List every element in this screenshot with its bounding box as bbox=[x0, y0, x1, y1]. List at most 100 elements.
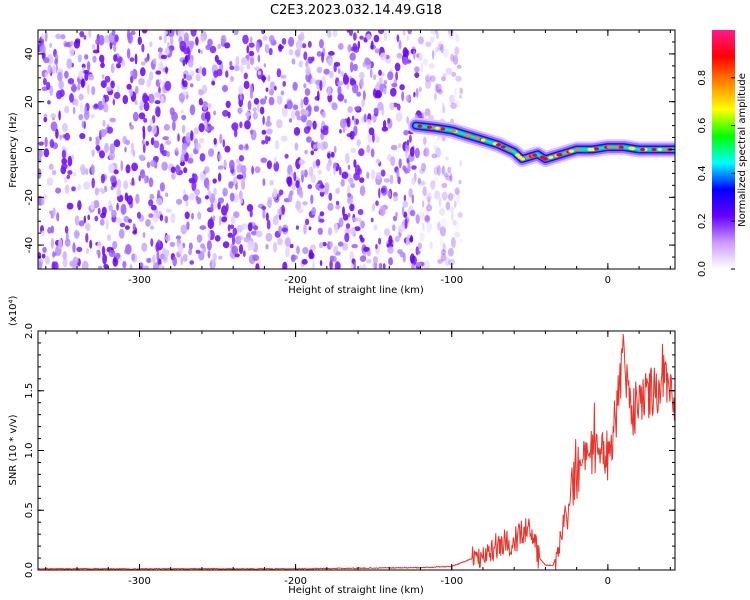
noise-speckle bbox=[110, 63, 115, 74]
noise-speckle bbox=[323, 68, 330, 75]
noise-speckle bbox=[159, 214, 164, 222]
noise-speckle bbox=[296, 245, 300, 255]
noise-speckle bbox=[367, 133, 372, 144]
noise-speckle bbox=[91, 86, 96, 96]
noise-speckle bbox=[426, 221, 433, 233]
noise-speckle bbox=[397, 103, 401, 111]
noise-speckle bbox=[433, 93, 437, 101]
noise-speckle bbox=[352, 83, 359, 94]
noise-speckle bbox=[425, 75, 430, 82]
signal-hotspot bbox=[630, 146, 636, 151]
noise-speckle bbox=[254, 66, 260, 71]
noise-speckle bbox=[64, 184, 70, 194]
noise-speckle bbox=[83, 121, 86, 130]
noise-speckle bbox=[42, 77, 47, 86]
noise-speckle bbox=[366, 171, 370, 179]
noise-speckle bbox=[347, 106, 354, 113]
noise-speckle bbox=[402, 47, 408, 58]
noise-speckle bbox=[83, 181, 91, 190]
noise-speckle bbox=[339, 118, 347, 129]
snr-series-line bbox=[38, 333, 675, 570]
noise-speckle bbox=[448, 258, 455, 266]
signal-hotspot bbox=[640, 147, 646, 152]
noise-speckle bbox=[342, 213, 349, 221]
noise-speckle bbox=[238, 244, 244, 255]
noise-speckle bbox=[232, 227, 238, 236]
noise-speckle bbox=[186, 221, 190, 231]
noise-speckle bbox=[425, 73, 432, 83]
noise-speckle bbox=[356, 139, 362, 147]
noise-speckle bbox=[237, 107, 243, 114]
noise-speckle bbox=[307, 40, 312, 48]
noise-speckle bbox=[229, 159, 235, 170]
noise-speckle bbox=[243, 80, 250, 90]
noise-speckle bbox=[434, 83, 439, 94]
noise-speckle bbox=[144, 57, 148, 63]
signal-hotspot bbox=[548, 155, 554, 159]
noise-speckle bbox=[204, 195, 210, 200]
noise-speckle bbox=[319, 184, 325, 189]
noise-speckle bbox=[398, 158, 402, 169]
noise-speckle bbox=[137, 36, 142, 45]
noise-speckle bbox=[99, 218, 105, 226]
noise-speckle bbox=[346, 116, 351, 128]
noise-speckle bbox=[175, 164, 180, 175]
noise-speckle bbox=[349, 61, 354, 73]
noise-speckle bbox=[43, 116, 48, 123]
noise-speckle bbox=[116, 188, 122, 197]
noise-speckle bbox=[52, 64, 56, 75]
noise-speckle bbox=[49, 139, 55, 148]
noise-speckle bbox=[142, 92, 148, 104]
noise-speckle bbox=[46, 177, 54, 186]
noise-speckle bbox=[249, 57, 255, 66]
noise-speckle bbox=[229, 75, 235, 82]
noise-speckle bbox=[268, 96, 275, 106]
colorbar-tick-label: 0.4 bbox=[697, 165, 708, 181]
noise-speckle bbox=[317, 227, 323, 235]
noise-speckle bbox=[188, 58, 194, 68]
noise-speckle bbox=[116, 62, 121, 69]
noise-speckle bbox=[436, 165, 441, 176]
noise-speckle bbox=[346, 185, 351, 194]
noise-speckle bbox=[94, 215, 99, 222]
noise-speckle bbox=[341, 171, 349, 179]
noise-speckle bbox=[334, 222, 339, 234]
noise-speckle bbox=[188, 248, 193, 256]
noise-speckle bbox=[256, 103, 260, 113]
noise-speckle bbox=[134, 53, 138, 65]
noise-speckle bbox=[436, 32, 439, 40]
noise-speckle bbox=[72, 256, 79, 265]
noise-speckle bbox=[335, 205, 341, 210]
noise-speckle bbox=[328, 51, 335, 56]
noise-speckle bbox=[228, 181, 234, 189]
noise-speckle bbox=[257, 54, 261, 63]
y-tick-label: 0 bbox=[24, 146, 35, 152]
noise-speckle bbox=[189, 260, 194, 265]
noise-speckle bbox=[389, 102, 395, 111]
noise-speckle bbox=[93, 103, 99, 109]
noise-speckle bbox=[277, 208, 282, 216]
noise-speckle bbox=[189, 192, 195, 201]
noise-speckle bbox=[378, 237, 382, 245]
noise-speckle bbox=[124, 146, 127, 153]
noise-speckle bbox=[97, 240, 102, 249]
noise-speckle bbox=[288, 36, 295, 47]
noise-speckle bbox=[294, 49, 301, 57]
noise-speckle bbox=[229, 224, 235, 230]
noise-speckle bbox=[316, 51, 322, 57]
noise-speckle bbox=[398, 224, 405, 234]
noise-speckle bbox=[149, 193, 155, 200]
noise-speckle bbox=[265, 244, 269, 250]
noise-speckle bbox=[130, 70, 134, 77]
noise-speckle bbox=[161, 161, 168, 171]
noise-speckle bbox=[234, 64, 240, 72]
noise-speckle bbox=[191, 180, 197, 192]
noise-speckle bbox=[165, 140, 172, 145]
noise-speckle bbox=[324, 182, 330, 193]
noise-speckle bbox=[273, 161, 280, 172]
noise-speckle bbox=[129, 122, 132, 127]
noise-speckle bbox=[344, 98, 347, 104]
noise-speckle bbox=[86, 61, 91, 71]
noise-speckle bbox=[350, 226, 356, 236]
noise-speckle bbox=[85, 222, 91, 232]
